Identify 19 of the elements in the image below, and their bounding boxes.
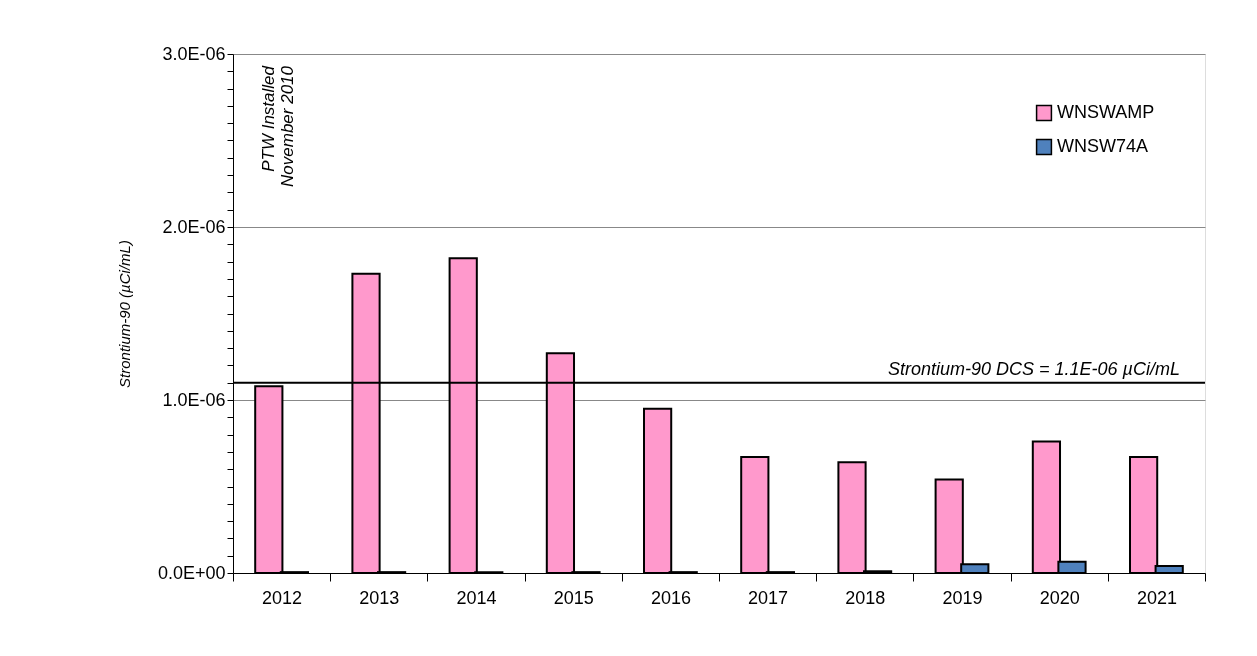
y-tick-label: 1.0E-06 [162,389,226,410]
x-tick-label: 2020 [1039,587,1080,608]
x-tick-label: 2017 [748,587,789,608]
legend-label: WNSWAMP [1057,102,1155,122]
y-tick-label: 0.0E+00 [157,562,226,583]
ref-line-label: Strontium-90 DCS = 1.1E-06 µCi/mL [888,358,1180,379]
x-tick-label: 2012 [262,587,303,608]
x-tick-label: 2019 [942,587,983,608]
x-tick-label: 2015 [553,587,594,608]
x-tick-label: 2021 [1136,587,1177,608]
y-axis-title: Strontium-90 (µCi/mL) [115,240,133,388]
x-tick-label: 2018 [845,587,886,608]
x-tick-label: 2016 [650,587,691,608]
annotation: PTW Installed November 2010 [259,65,297,187]
legend-label: WNSW74A [1057,136,1149,156]
y-tick-label: 3.0E-06 [162,43,226,64]
x-tick-label: 2013 [359,587,400,608]
x-tick-label: 2014 [456,587,497,608]
y-tick-label: 2.0E-06 [162,216,226,237]
